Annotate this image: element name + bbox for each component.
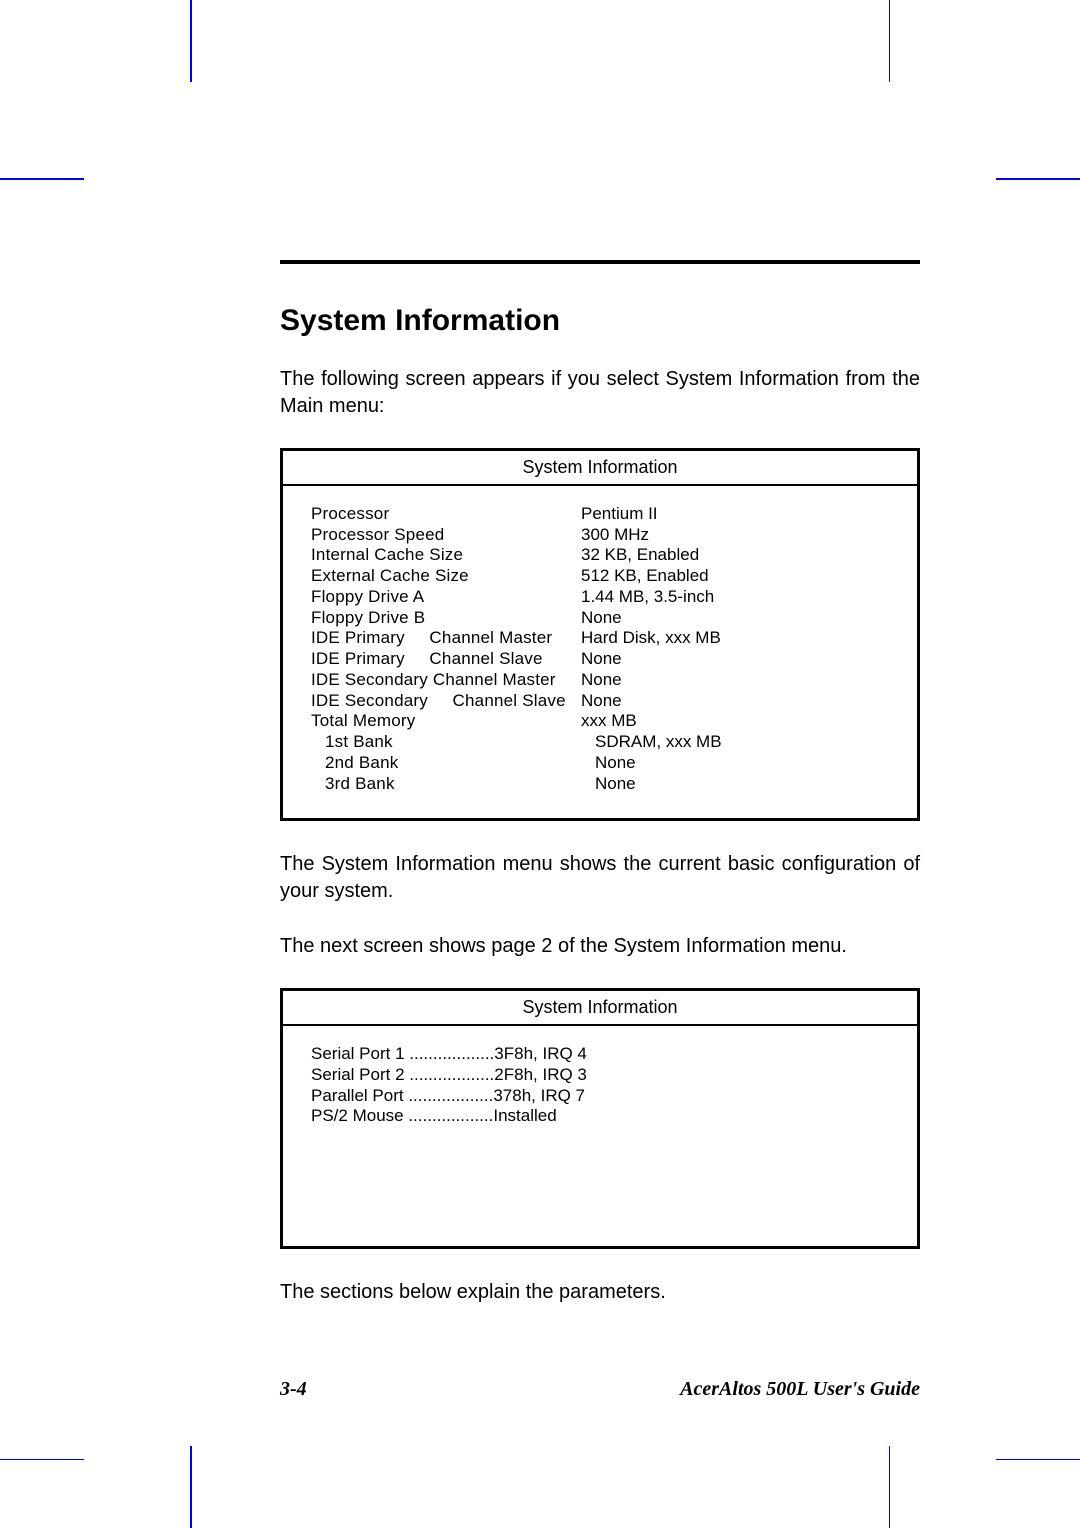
info-value: None: [581, 670, 622, 691]
info-value: SDRAM, xxx MB: [595, 732, 722, 753]
info-label: PS/2 Mouse ..................: [311, 1106, 493, 1127]
info-label: 1st Bank: [325, 732, 595, 753]
info-value: Pentium II: [581, 504, 658, 525]
info-label: 2nd Bank: [325, 753, 595, 774]
crop-mark: [190, 0, 192, 82]
info-label: Floppy Drive A: [311, 587, 581, 608]
info-value: 512 KB, Enabled: [581, 566, 709, 587]
info-row: 2nd Bank None: [311, 753, 893, 774]
info-row: IDE Secondary Channel Slave None: [311, 691, 893, 712]
crop-mark: [996, 1459, 1080, 1461]
page: System Information The following screen …: [0, 0, 1080, 1528]
info-row: Floppy Drive B None: [311, 608, 893, 629]
screen-title: System Information: [283, 991, 917, 1026]
info-label: 3rd Bank: [325, 774, 595, 795]
info-row: IDE Primary Channel Slave None: [311, 649, 893, 670]
info-label: IDE Secondary Channel Slave: [311, 691, 581, 712]
info-value: 300 MHz: [581, 525, 649, 546]
info-value: 378h, IRQ 7: [493, 1086, 585, 1107]
screen-body: Processor Pentium IIProcessor Speed 300 …: [283, 486, 917, 818]
intro-paragraph: The following screen appears if you sele…: [280, 366, 920, 420]
info-row: IDE Secondary Channel Master None: [311, 670, 893, 691]
info-row: External Cache Size 512 KB, Enabled: [311, 566, 893, 587]
info-row: Total Memory xxx MB: [311, 711, 893, 732]
info-value: 3F8h, IRQ 4: [494, 1044, 587, 1065]
info-label: IDE Primary Channel Slave: [311, 649, 581, 670]
mid-paragraph-1: The System Information menu shows the cu…: [280, 851, 920, 905]
content-area: System Information The following screen …: [280, 260, 920, 1306]
info-label: Serial Port 1 ..................: [311, 1044, 494, 1065]
mid-paragraph-2: The next screen shows page 2 of the Syst…: [280, 933, 920, 960]
info-value: 1.44 MB, 3.5-inch: [581, 587, 714, 608]
info-label: Parallel Port ..................: [311, 1086, 493, 1107]
outro-paragraph: The sections below explain the parameter…: [280, 1279, 920, 1306]
crop-mark: [190, 1446, 192, 1528]
info-row: Processor Pentium II: [311, 504, 893, 525]
info-value: Hard Disk, xxx MB: [581, 628, 721, 649]
info-row: Internal Cache Size 32 KB, Enabled: [311, 545, 893, 566]
system-info-screen-1: System Information Processor Pentium IIP…: [280, 448, 920, 821]
page-number: 3-4: [280, 1378, 307, 1401]
info-row: PS/2 Mouse ..................Installed: [311, 1106, 893, 1127]
page-footer: 3-4 AcerAltos 500L User's Guide: [280, 1378, 920, 1401]
info-value: None: [581, 649, 622, 670]
screen-title: System Information: [283, 451, 917, 486]
info-value: Installed: [493, 1106, 556, 1127]
info-label: IDE Secondary Channel Master: [311, 670, 581, 691]
info-label: Processor: [311, 504, 581, 525]
info-label: Total Memory: [311, 711, 581, 732]
info-row: Processor Speed 300 MHz: [311, 525, 893, 546]
info-label: Serial Port 2 ..................: [311, 1065, 494, 1086]
info-value: xxx MB: [581, 711, 637, 732]
info-label: Floppy Drive B: [311, 608, 581, 629]
info-label: IDE Primary Channel Master: [311, 628, 581, 649]
crop-mark: [889, 1446, 891, 1528]
info-row: Serial Port 1 ..................3F8h, IR…: [311, 1044, 893, 1065]
crop-mark: [0, 1459, 84, 1461]
info-label: External Cache Size: [311, 566, 581, 587]
top-rule: [280, 260, 920, 264]
guide-title: AcerAltos 500L User's Guide: [680, 1378, 920, 1401]
info-label: Processor Speed: [311, 525, 581, 546]
system-info-screen-2: System Information Serial Port 1 .......…: [280, 988, 920, 1249]
info-row: Serial Port 2 ..................2F8h, IR…: [311, 1065, 893, 1086]
info-row: Floppy Drive A 1.44 MB, 3.5-inch: [311, 587, 893, 608]
screen-body: Serial Port 1 ..................3F8h, IR…: [283, 1026, 917, 1246]
info-row: IDE Primary Channel Master Hard Disk, xx…: [311, 628, 893, 649]
info-row: Parallel Port ..................378h, IR…: [311, 1086, 893, 1107]
info-value: None: [595, 774, 636, 795]
info-value: None: [581, 608, 622, 629]
info-value: 2F8h, IRQ 3: [494, 1065, 587, 1086]
info-value: None: [581, 691, 622, 712]
info-row: 1st Bank SDRAM, xxx MB: [311, 732, 893, 753]
info-value: 32 KB, Enabled: [581, 545, 699, 566]
info-label: Internal Cache Size: [311, 545, 581, 566]
crop-mark: [889, 0, 891, 82]
info-row: 3rd Bank None: [311, 774, 893, 795]
crop-mark: [996, 178, 1080, 180]
crop-mark: [0, 178, 84, 180]
info-value: None: [595, 753, 636, 774]
section-heading: System Information: [280, 304, 920, 338]
